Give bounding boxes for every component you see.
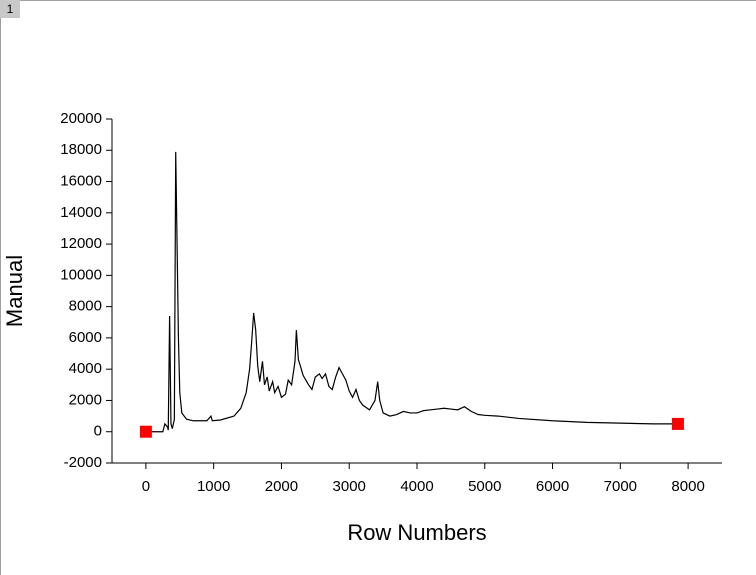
y-axis-label: Manual <box>2 255 27 327</box>
x-tick-label: 8000 <box>671 478 704 495</box>
x-tick-label: 4000 <box>400 478 433 495</box>
marker <box>139 425 152 438</box>
x-tick-label: 7000 <box>604 478 637 495</box>
y-tick-label: 6000 <box>69 329 102 346</box>
y-tick-label: 4000 <box>69 360 102 377</box>
y-tick-label: 2000 <box>69 391 102 408</box>
x-axis-label: Row Numbers <box>347 520 486 545</box>
y-tick-label: 16000 <box>60 173 102 190</box>
y-tick-label: 10000 <box>60 266 102 283</box>
x-tick-label: 2000 <box>265 478 298 495</box>
y-tick-label: -2000 <box>64 454 102 471</box>
page-tab-label: 1 <box>7 2 14 16</box>
x-tick-label: 3000 <box>333 478 366 495</box>
page-tab <box>0 0 20 18</box>
data-line <box>145 151 678 433</box>
x-tick-label: 6000 <box>536 478 569 495</box>
y-tick-label: 12000 <box>60 235 102 252</box>
x-tick-label: 1000 <box>197 478 230 495</box>
y-tick-label: 14000 <box>60 204 102 221</box>
y-tick-label: 18000 <box>60 141 102 158</box>
x-tick-label: 0 <box>142 478 150 495</box>
y-tick-label: 8000 <box>69 298 102 315</box>
y-tick-label: 0 <box>94 423 102 440</box>
y-tick-label: 20000 <box>60 110 102 127</box>
marker <box>671 417 684 430</box>
x-tick-label: 5000 <box>468 478 501 495</box>
